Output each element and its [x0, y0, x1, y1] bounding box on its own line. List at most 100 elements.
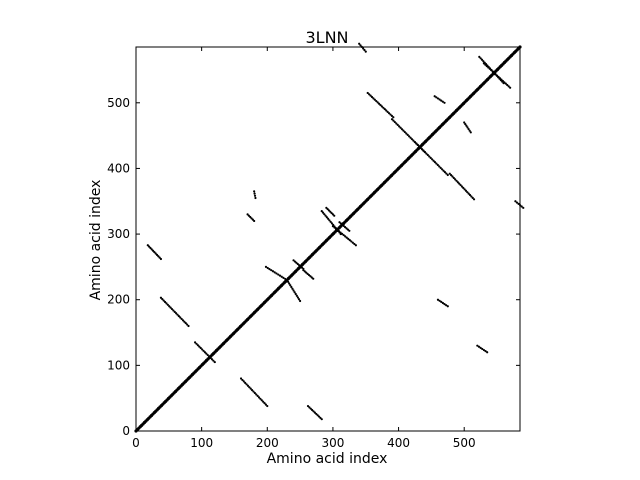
y-tick-label: 300 [107, 227, 130, 241]
contact-point [446, 305, 449, 308]
contact-point [294, 292, 297, 296]
contact-point [500, 78, 503, 81]
contact-cluster [331, 225, 357, 247]
contact-point [419, 146, 422, 149]
contact-point [480, 58, 484, 61]
contact-point [354, 244, 357, 247]
contact-point [153, 251, 156, 254]
contact-cluster [159, 296, 190, 328]
x-tick-label: 200 [256, 436, 279, 450]
contact-point [385, 109, 388, 112]
contact-point [482, 62, 485, 65]
contact-point [459, 183, 462, 187]
contact-point [193, 341, 197, 344]
plot-area: 0 100 200 300 400 500 0 100 200 300 400 500 [107, 42, 525, 450]
contact-point [482, 348, 485, 352]
y-axis-ticks: 0 100 200 300 400 500 [107, 96, 520, 438]
contact-point [455, 179, 458, 182]
contact-point [445, 172, 448, 175]
contact-point [316, 414, 319, 417]
contact-point [329, 220, 332, 223]
contact-point [389, 113, 392, 116]
contact-point [299, 299, 302, 303]
contact-point [250, 389, 254, 392]
contact-point [463, 121, 466, 124]
contact-cluster [413, 141, 449, 177]
contact-point [439, 166, 442, 169]
contact-point [479, 57, 482, 60]
contact-point [435, 96, 438, 99]
contact-point [358, 42, 361, 45]
contact-point [464, 123, 467, 126]
contact-point [245, 383, 248, 386]
contact-point [159, 296, 163, 299]
contact-point [168, 305, 171, 308]
contact-cluster [193, 341, 216, 364]
contact-point [441, 100, 444, 103]
contact-point [479, 346, 482, 349]
contact-point [320, 418, 323, 421]
contact-point [364, 50, 367, 53]
contact-point [210, 358, 214, 361]
contact-point [408, 135, 411, 138]
contact-point [208, 355, 211, 358]
contact-point [257, 396, 261, 399]
contact-cluster [302, 269, 315, 280]
contact-point [504, 82, 507, 85]
contact-point [431, 158, 434, 161]
contact-point [155, 253, 159, 256]
contact-point [175, 312, 178, 315]
contact-point [429, 156, 432, 159]
contact-point [166, 303, 169, 306]
contact-point [289, 284, 292, 287]
contact-point [239, 377, 243, 380]
contact-point [436, 163, 439, 167]
contact-point [266, 404, 269, 408]
contact-point [290, 285, 293, 289]
contact-point [382, 106, 385, 109]
contact-point [467, 192, 470, 195]
contact-point [398, 125, 401, 128]
contact-point [448, 172, 451, 175]
contact-point [184, 322, 187, 325]
contact-point [370, 95, 374, 99]
contact-cluster [476, 344, 489, 354]
contact-point [477, 345, 481, 348]
contact-point [467, 127, 470, 131]
contact-point [442, 169, 445, 172]
contact-point [468, 129, 471, 132]
y-tick-label: 100 [107, 358, 130, 372]
contact-point [154, 252, 157, 255]
contact-point [470, 195, 473, 198]
contact-point [292, 289, 295, 292]
contact-point [377, 102, 381, 105]
contact-cluster [285, 278, 302, 303]
contact-point [263, 402, 266, 405]
contact-point [372, 97, 375, 100]
contact-point [390, 114, 393, 117]
contact-point [433, 95, 436, 98]
contact-point [286, 280, 290, 283]
contact-point [399, 126, 402, 129]
contact-point [436, 97, 440, 100]
contact-point [486, 351, 489, 354]
contact-point [491, 70, 494, 73]
contact-point [330, 222, 334, 225]
contact-point [515, 201, 519, 204]
contact-point [308, 406, 311, 409]
contact-point [466, 191, 469, 194]
contact-point [273, 271, 276, 274]
contact-point [380, 105, 384, 108]
contact-point [241, 378, 244, 382]
contact-cluster [433, 95, 446, 104]
contact-point [438, 98, 441, 101]
contact-point [186, 323, 189, 326]
contact-point [213, 360, 216, 364]
contact-point [421, 148, 424, 151]
contact-point [520, 205, 523, 208]
contact-cluster [338, 221, 351, 232]
contact-point [203, 351, 207, 354]
contact-point [438, 299, 441, 302]
contact-point [379, 103, 382, 107]
contact-point [445, 304, 448, 307]
